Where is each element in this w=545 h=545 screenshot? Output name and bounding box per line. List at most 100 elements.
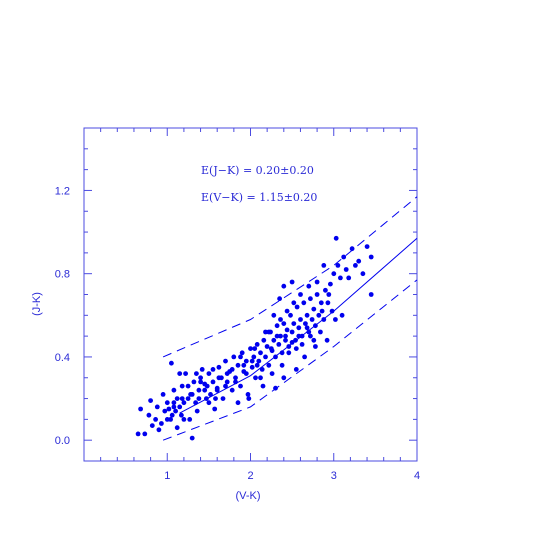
data-point xyxy=(202,387,208,393)
data-point xyxy=(313,344,318,349)
data-point xyxy=(339,312,345,318)
data-point xyxy=(281,321,287,326)
data-point xyxy=(360,271,366,277)
data-point xyxy=(235,362,241,368)
data-point xyxy=(279,350,285,356)
data-point xyxy=(284,327,290,333)
data-point xyxy=(251,354,257,360)
data-point xyxy=(333,235,339,241)
data-point xyxy=(185,396,191,401)
data-point xyxy=(274,323,280,329)
data-point xyxy=(289,279,295,285)
data-point xyxy=(156,427,162,433)
data-point xyxy=(266,362,272,368)
data-point xyxy=(296,333,302,339)
data-point xyxy=(229,387,235,393)
data-point xyxy=(249,358,255,364)
data-point xyxy=(299,333,305,339)
data-point xyxy=(318,300,324,306)
data-point xyxy=(173,408,179,414)
data-point xyxy=(353,263,358,268)
data-point xyxy=(206,371,212,376)
data-point xyxy=(149,423,155,428)
data-point xyxy=(171,400,177,406)
data-point xyxy=(302,354,307,360)
data-point xyxy=(331,271,337,277)
data-point xyxy=(194,408,200,414)
data-point xyxy=(349,246,355,252)
data-point xyxy=(346,275,352,281)
data-point xyxy=(263,354,268,360)
data-point xyxy=(223,358,228,364)
data-point xyxy=(179,383,185,389)
data-point xyxy=(316,312,322,318)
x-tick-label: 3 xyxy=(331,470,337,482)
data-point xyxy=(181,417,187,422)
data-point xyxy=(321,317,327,322)
data-point xyxy=(303,321,308,326)
data-point xyxy=(185,383,191,389)
data-point xyxy=(187,417,193,422)
data-point xyxy=(235,400,241,406)
data-point xyxy=(335,263,341,268)
upper-dashed-line xyxy=(162,196,418,358)
data-point xyxy=(243,358,249,364)
data-point xyxy=(343,267,349,272)
data-point xyxy=(198,375,204,381)
data-point xyxy=(169,412,175,418)
data-point xyxy=(271,337,277,343)
data-point xyxy=(216,375,222,381)
data-point xyxy=(368,292,374,297)
data-point xyxy=(181,400,187,406)
data-point xyxy=(233,379,238,385)
data-point xyxy=(341,254,347,260)
data-point xyxy=(179,412,184,418)
annotation-ejk: E(J−K) = 0.20±0.20 xyxy=(201,164,314,177)
data-point xyxy=(311,337,317,343)
data-point xyxy=(210,367,216,372)
data-point xyxy=(321,263,327,268)
y-tick-label: 1.2 xyxy=(55,185,70,197)
data-point xyxy=(256,358,262,364)
data-point xyxy=(239,350,245,356)
axis-ticks xyxy=(83,127,418,462)
data-point xyxy=(284,308,290,314)
data-point xyxy=(224,379,230,385)
x-tick-label: 2 xyxy=(247,470,253,482)
lower-dashed-line xyxy=(162,279,418,441)
data-point xyxy=(183,371,189,376)
data-point xyxy=(164,417,170,422)
data-point xyxy=(314,292,320,297)
data-point xyxy=(171,404,177,410)
data-point xyxy=(261,337,267,343)
data-point xyxy=(138,406,144,412)
data-point xyxy=(196,387,202,393)
data-point xyxy=(301,300,307,306)
data-point xyxy=(248,346,253,351)
data-point xyxy=(298,317,303,322)
data-point xyxy=(314,279,320,285)
data-point xyxy=(160,392,166,397)
data-point xyxy=(177,371,183,376)
data-point xyxy=(271,312,277,318)
data-point xyxy=(249,364,255,370)
data-point xyxy=(289,329,295,335)
data-point xyxy=(263,329,268,335)
data-point xyxy=(328,281,333,287)
data-point xyxy=(286,350,292,356)
data-point xyxy=(253,375,258,381)
data-point xyxy=(324,337,330,343)
data-point xyxy=(154,404,160,410)
data-point xyxy=(281,375,287,381)
data-point xyxy=(259,367,265,372)
data-point xyxy=(274,333,280,339)
tick-labels: 1 2 3 4 0.0 0.4 0.8 1.2 xyxy=(55,185,420,482)
data-point xyxy=(264,344,270,349)
data-point xyxy=(169,360,174,366)
data-point xyxy=(174,425,180,431)
data-point xyxy=(289,340,295,345)
data-point xyxy=(162,408,168,414)
data-point xyxy=(296,325,302,331)
data-point xyxy=(243,371,249,376)
